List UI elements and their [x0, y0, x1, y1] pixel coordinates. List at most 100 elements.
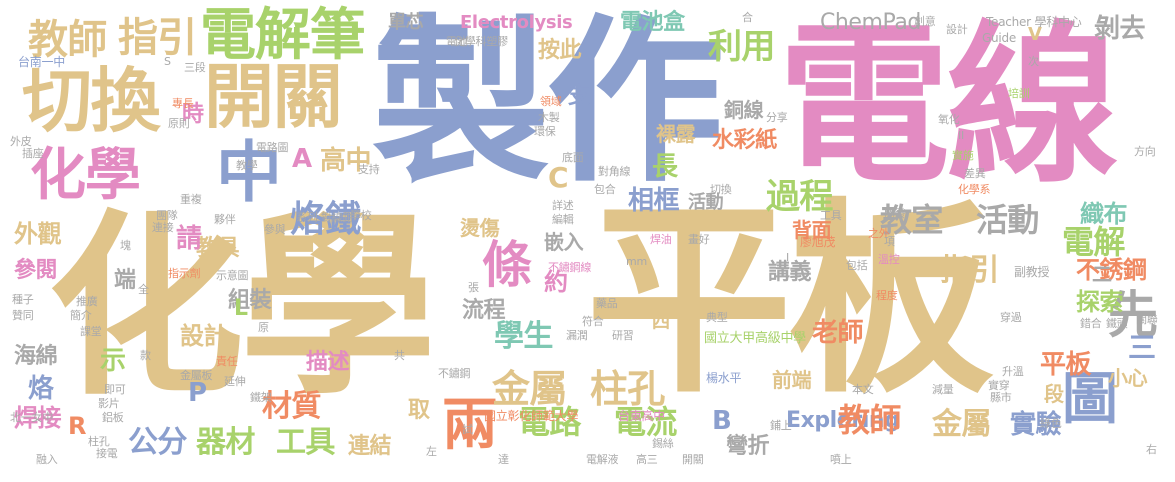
cloud-word: 融入: [36, 453, 58, 466]
cloud-word: 圖: [1062, 367, 1118, 432]
cloud-word: 金屬: [932, 407, 991, 442]
cloud-word: 不鏽鋼線: [548, 261, 592, 274]
cloud-word: 連結: [348, 434, 392, 459]
cloud-word: 端: [114, 268, 136, 293]
cloud-word: 設計: [946, 23, 968, 36]
cloud-word: 底面: [562, 151, 584, 164]
cloud-word: 指引: [940, 253, 999, 288]
cloud-word: 按此: [538, 38, 582, 63]
cloud-word: 長: [652, 152, 678, 182]
cloud-word: 責任: [216, 355, 238, 368]
cloud-word: 符合: [582, 315, 604, 328]
cloud-word: 全: [138, 283, 149, 296]
cloud-word: 程度: [876, 289, 898, 302]
cloud-word: 四: [652, 312, 670, 333]
cloud-word: 簡介: [70, 309, 92, 322]
cloud-word: 烙: [28, 374, 54, 404]
cloud-word: 小心: [1108, 366, 1148, 390]
cloud-word: 國立大甲高級中學: [704, 331, 806, 346]
cloud-word: 原: [258, 321, 269, 334]
cloud-word: 材質: [262, 389, 321, 424]
cloud-word: 化學: [48, 194, 436, 422]
cloud-word: 外觀: [14, 220, 62, 248]
cloud-word: 海綿: [14, 344, 58, 369]
cloud-word: 段: [1044, 382, 1064, 406]
cloud-word: 條: [482, 236, 532, 294]
cloud-word: 木製: [538, 111, 560, 124]
cloud-word: 電線: [778, 5, 1119, 206]
cloud-word: 流程: [462, 298, 506, 323]
cloud-word: 電池: [446, 35, 468, 48]
cloud-word: 背面: [792, 218, 832, 242]
cloud-word: 電解: [1062, 223, 1125, 261]
cloud-word: 包合: [594, 183, 616, 196]
cloud-word: 包括: [846, 259, 868, 272]
cloud-word: 影片: [98, 397, 120, 410]
cloud-word: 指引: [118, 15, 197, 61]
cloud-word: 本文: [852, 383, 874, 396]
cloud-word: 高中: [320, 146, 371, 176]
cloud-word: V: [1028, 24, 1042, 45]
cloud-word: 減量: [932, 383, 954, 396]
cloud-word: 鋁板: [102, 411, 124, 424]
cloud-word: 活動: [976, 201, 1039, 239]
cloud-word: 化學: [30, 143, 141, 208]
cloud-word: Electrolysis: [460, 12, 573, 33]
cloud-word: 開關: [204, 56, 343, 138]
cloud-word: 原則: [168, 117, 190, 130]
cloud-word: 教師: [28, 17, 107, 63]
cloud-word: 即可: [104, 383, 126, 396]
cloud-word: C: [548, 161, 569, 194]
cloud-word: 接電: [96, 447, 118, 460]
cloud-word: 之外: [868, 227, 890, 240]
cloud-word: 平板: [586, 181, 994, 421]
cloud-word: 研習: [612, 329, 634, 342]
cloud-word: 時: [182, 102, 204, 127]
cloud-word: 藥品: [596, 297, 618, 310]
cloud-word: 噴上: [830, 453, 852, 466]
cloud-word: 不鏽鋼: [438, 367, 471, 380]
cloud-word: 插座: [22, 147, 44, 160]
cloud-word: 教師: [838, 401, 901, 439]
cloud-word: 鐵頭: [1106, 317, 1128, 330]
cloud-word: 公分: [128, 425, 187, 460]
cloud-word: 電池盒: [620, 10, 685, 35]
cloud-word: 台南一中: [18, 55, 66, 69]
cloud-word: 裸露: [656, 122, 696, 146]
cloud-word: 化學系: [958, 183, 991, 196]
cloud-word: 焊油: [650, 233, 672, 246]
cloud-word: 環保: [534, 125, 556, 138]
cloud-word: 張: [468, 281, 479, 294]
cloud-word: 差異: [964, 167, 986, 180]
cloud-word: 課堂: [80, 325, 102, 338]
cloud-word: 實驗: [1010, 410, 1061, 440]
cloud-word: 重複: [180, 193, 202, 206]
cloud-word: 開關: [682, 453, 704, 466]
cloud-word: 北一女中: [10, 411, 54, 424]
cloud-word: 過程: [766, 177, 833, 217]
cloud-word: 實穿: [988, 379, 1010, 392]
cloud-word: 共: [394, 349, 405, 362]
cloud-word: 組裝: [228, 288, 272, 313]
cloud-word: 金屬板: [180, 369, 213, 382]
cloud-word: 支: [568, 84, 590, 109]
cloud-word: 柱孔: [590, 367, 665, 411]
cloud-word: 錫絲: [652, 437, 674, 450]
cloud-word: 支持: [358, 163, 380, 176]
cloud-word: 國立彰化師範大學: [484, 409, 579, 423]
cloud-word: 氧化: [938, 113, 960, 126]
cloud-word: 典型: [706, 311, 728, 324]
cloud-word: 廖旭茂: [800, 235, 836, 249]
cloud-word: 台東高中: [618, 409, 666, 423]
cloud-word: II: [958, 129, 965, 142]
cloud-word: 平板: [1040, 350, 1091, 380]
cloud-word: 畫好: [688, 233, 710, 246]
cloud-word: 專長: [172, 97, 194, 110]
cloud-word: B: [712, 406, 732, 436]
cloud-word: 教學: [236, 159, 258, 172]
cloud-word: 兩: [442, 393, 498, 458]
cloud-word: 電解液: [586, 453, 619, 466]
cloud-word: 領域: [540, 95, 562, 108]
cloud-word: 延伸: [224, 375, 246, 388]
